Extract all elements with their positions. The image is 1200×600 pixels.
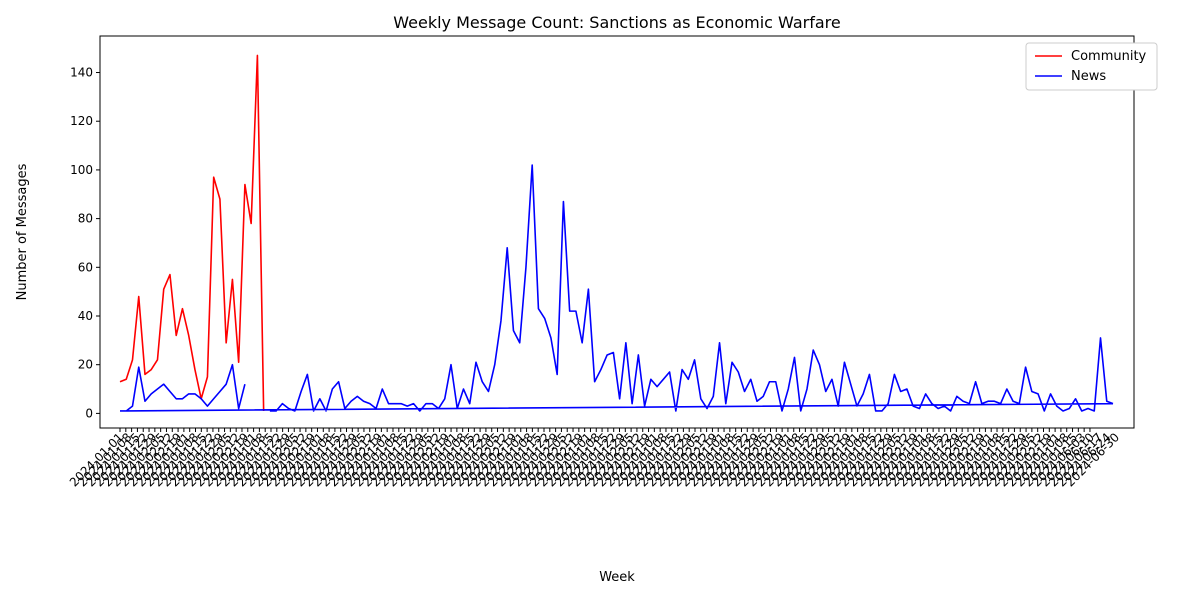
legend-label-news: News: [1071, 69, 1106, 84]
legend-box: [1025, 42, 1158, 91]
x-axis: 2024-01-012024-01-082024-01-152024-01-22…: [67, 428, 1122, 489]
chart-title: Weekly Message Count: Sanctions as Econo…: [393, 13, 840, 32]
legend: Community News: [1025, 42, 1158, 91]
y-tick-label: 80: [78, 212, 93, 226]
y-axis-label: Number of Messages: [15, 163, 30, 300]
legend-label-community: Community: [1071, 49, 1147, 64]
y-tick-label: 20: [78, 358, 93, 372]
plot-frame: [99, 35, 1135, 429]
y-tick-label: 100: [70, 163, 93, 177]
y-tick-label: 40: [78, 309, 93, 323]
y-tick-label: 60: [78, 260, 93, 274]
series-line-community: [119, 54, 265, 411]
y-axis: 0 20 40 60 80 100 120 140: [70, 66, 100, 420]
series-line-news: [119, 164, 1114, 412]
y-tick-label: 0: [85, 406, 93, 420]
series-lines: [119, 54, 1114, 412]
plot-area: 0 20 40 60 80 100 120 140 2024-01-012024-01-082…: [67, 35, 1135, 489]
x-axis-label: Week: [599, 570, 635, 585]
y-tick-label: 140: [70, 66, 93, 80]
y-tick-label: 120: [70, 114, 93, 128]
